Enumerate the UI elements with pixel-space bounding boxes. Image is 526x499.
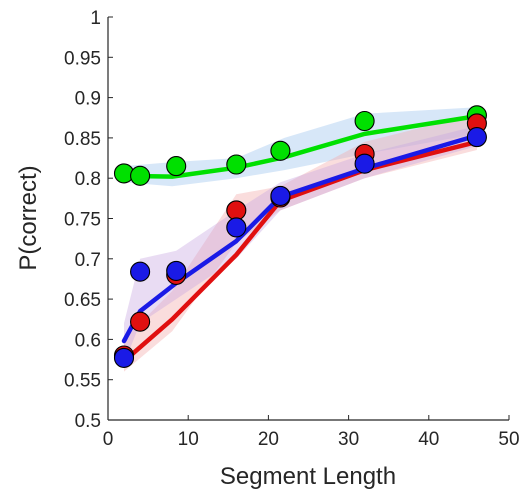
y-tick-label: 0.6 (75, 330, 101, 351)
x-tick-label: 0 (103, 429, 114, 450)
x-tick-label: 40 (418, 429, 439, 450)
y-tick-label: 0.75 (64, 210, 101, 231)
data-point-s1-4 (226, 154, 247, 175)
fit-line-1 (121, 113, 480, 179)
y-tick-label: 1 (90, 8, 101, 29)
fit-line-2 (121, 139, 480, 364)
y-axis-title: P(correct) (15, 165, 42, 270)
data-point-s3-7 (466, 127, 487, 148)
x-tick-label: 50 (498, 429, 519, 450)
data-point-s3-2 (130, 261, 151, 282)
data-point-s2-2 (130, 311, 151, 332)
data-point-s3-5 (270, 185, 291, 206)
data-point-s2-4 (226, 200, 247, 221)
data-point-s1-2 (130, 165, 151, 186)
y-tick-label: 0.7 (75, 250, 101, 271)
x-tick-label: 30 (338, 429, 359, 450)
y-tick-label: 0.55 (64, 371, 101, 392)
x-tick-label: 20 (258, 429, 279, 450)
data-point-s3-1 (113, 347, 135, 368)
data-point-s3-6 (354, 153, 375, 174)
data-point-s1-3 (166, 156, 187, 177)
y-tick-label: 0.8 (75, 169, 101, 190)
y-tick-label: 0.5 (75, 411, 101, 432)
tick-marks: 0 10 20 30 40 50 0.5 0.55 0.6 0.65 0.7 0.75 0.8 0.85 0… (64, 8, 520, 450)
data-point-s1-5 (270, 140, 291, 161)
data-points (113, 105, 487, 368)
y-tick-label: 0.95 (64, 48, 101, 69)
x-tick-label: 10 (178, 429, 199, 450)
x-axis-title: Segment Length (220, 463, 396, 490)
data-point-s1-6 (354, 110, 375, 132)
y-tick-label: 0.9 (75, 89, 101, 110)
y-tick-label: 0.85 (64, 129, 101, 150)
plot-background (108, 17, 509, 420)
confidence-band-2 (124, 113, 477, 372)
data-point-s3-3 (166, 260, 187, 281)
y-tick-label: 0.65 (64, 290, 101, 311)
data-point-s3-4 (226, 217, 247, 238)
confidence-band-1 (124, 107, 477, 187)
